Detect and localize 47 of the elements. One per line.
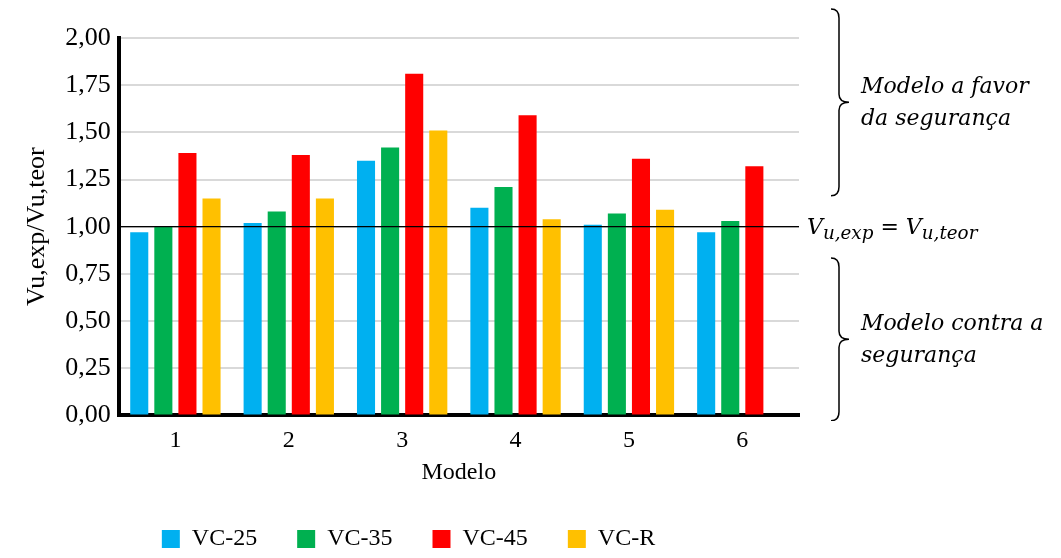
bar: [583, 224, 602, 415]
y-tick-label: 1,75: [65, 69, 111, 98]
bar: [542, 219, 561, 415]
bar: [381, 147, 400, 415]
x-tick-label: 1: [169, 426, 182, 453]
x-tick-label: 3: [396, 426, 409, 453]
x-axis-title: Modelo: [421, 457, 497, 484]
bar: [267, 211, 286, 415]
y-tick-label: 1,25: [65, 163, 111, 193]
bar: [429, 130, 448, 415]
bar: [656, 209, 675, 415]
y-axis-title: Vu,exp/Vu,teor: [21, 147, 51, 307]
x-tick-label: 6: [736, 426, 749, 453]
y-tick-label: 1,50: [65, 116, 111, 146]
bar: [631, 158, 651, 415]
bar: [697, 232, 716, 415]
legend-label: VC-35: [327, 524, 393, 551]
bar: [130, 232, 149, 415]
bar: [356, 160, 376, 415]
y-tick-label: 1,00: [65, 210, 111, 240]
y-tick-label: 0,25: [65, 352, 111, 382]
x-tick-label: 5: [622, 426, 635, 453]
bar: [721, 221, 740, 415]
bar: [243, 222, 262, 415]
bar: [315, 198, 334, 415]
bar: [291, 154, 310, 415]
bar: [202, 198, 221, 415]
legend-label: VC-25: [191, 524, 258, 551]
legend-label: VC-R: [597, 524, 656, 551]
bar: [518, 115, 537, 415]
text: Modelo contra a segurança: [861, 309, 1045, 370]
bar: [405, 73, 424, 415]
x-tick-label: 4: [509, 426, 522, 453]
y-tick-label: 2,00: [65, 21, 111, 51]
ref-line-label: V$_{u,exp}$ = V$_{u,teor}$: [807, 212, 978, 246]
bar: [607, 213, 626, 415]
y-tick-label: 0,50: [65, 304, 111, 334]
bar: [154, 226, 173, 415]
text: Modelo a favor da segurança: [861, 72, 1031, 133]
bar: [494, 187, 513, 415]
y-tick-label: 0,75: [65, 257, 111, 287]
bar: [178, 153, 197, 415]
bar: [470, 207, 489, 415]
y-tick-label: 0,00: [65, 399, 111, 429]
x-tick-label: 2: [282, 426, 295, 453]
legend-label: VC-45: [462, 524, 528, 551]
bar: [745, 166, 764, 415]
